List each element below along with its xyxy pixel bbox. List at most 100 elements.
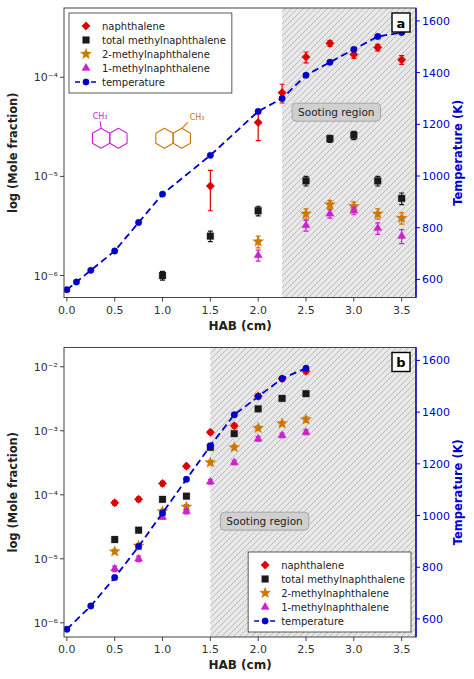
y2-tick <box>416 360 420 361</box>
temperature-point <box>64 287 70 293</box>
data-point <box>253 236 264 246</box>
y-tick-label: 10⁻⁶ <box>34 617 59 630</box>
data-point <box>134 495 143 504</box>
panel-label: b <box>392 353 410 372</box>
y2-tick-label: 1200 <box>422 118 450 131</box>
y-tick <box>60 366 64 367</box>
temperature-point <box>135 543 141 549</box>
legend-item: 1-methylnaphthalene <box>82 63 210 74</box>
panel-label: a <box>392 13 410 32</box>
sooting-region <box>210 348 416 638</box>
x-tick-label: 3.0 <box>345 304 363 317</box>
y2-tick <box>416 567 420 568</box>
y2-tick-label: 1400 <box>422 406 450 419</box>
x-tick-label: 0.0 <box>58 643 76 656</box>
right-axis-line <box>415 8 416 298</box>
methyl-bond <box>182 122 188 128</box>
data-point <box>182 462 191 471</box>
y2-tick <box>416 515 420 516</box>
annotation: CH₃ <box>190 113 205 122</box>
legend-label: 1-methylnaphthalene <box>102 63 210 74</box>
legend-frame <box>69 13 232 93</box>
data-point <box>300 208 311 218</box>
temperature-point <box>375 33 381 39</box>
panel: 0.00.51.01.52.02.53.03.510⁻⁶10⁻⁵10⁻⁴10⁻³… <box>6 348 465 673</box>
molecule: CH₃ <box>156 113 205 148</box>
data-point <box>350 206 358 213</box>
legend-marker <box>82 22 91 31</box>
error-bar <box>208 231 213 241</box>
sooting-region <box>282 8 416 298</box>
y-tick-label: 10⁻⁵ <box>34 553 58 566</box>
data-point <box>110 498 119 507</box>
series <box>111 427 311 571</box>
temperature-point <box>279 95 285 101</box>
temperature-point <box>207 152 213 158</box>
legend-marker <box>82 63 90 70</box>
error-bar <box>399 193 404 205</box>
y2-tick <box>416 72 420 73</box>
y2-tick <box>416 227 420 228</box>
data-point <box>255 207 262 214</box>
x-tick <box>258 637 259 641</box>
x-tick-label: 1.0 <box>154 643 172 656</box>
data-point <box>231 430 238 437</box>
x-tick-label: 2.0 <box>249 304 267 317</box>
data-point <box>397 231 405 238</box>
legend: naphthalenetotal methylnaphthalene2-meth… <box>248 552 411 632</box>
x-tick <box>210 298 211 302</box>
temperature-point <box>327 59 333 65</box>
data-point <box>374 223 382 230</box>
y2-tick <box>416 463 420 464</box>
temperature-point <box>135 219 141 225</box>
legend-item: naphthalene <box>261 560 344 571</box>
data-point <box>300 414 311 425</box>
ring <box>110 128 127 148</box>
data-point <box>255 405 262 412</box>
legend-label: 1-methylnaphthalene <box>281 602 389 613</box>
data-point <box>324 199 335 210</box>
data-point <box>302 221 310 228</box>
data-point <box>134 554 142 561</box>
x-axis-label: HAB (cm) <box>208 658 271 672</box>
temperature-point <box>231 412 237 418</box>
x-tick <box>353 298 354 302</box>
data-point <box>159 272 166 279</box>
data-point <box>230 421 239 430</box>
temperature-point <box>111 574 117 580</box>
data-point <box>159 496 166 503</box>
y2-tick <box>416 176 420 177</box>
y2-tick <box>416 20 420 21</box>
data-point <box>278 374 287 383</box>
data-point <box>397 56 406 65</box>
temperature-point <box>88 603 94 609</box>
y-tick <box>60 77 64 78</box>
data-point <box>183 493 190 500</box>
panel-label-text: b <box>396 355 405 370</box>
data-point <box>111 536 118 543</box>
data-point <box>302 427 310 434</box>
legend-item: total methylnaphthalene <box>262 574 405 585</box>
y-tick-label: 10⁻⁵ <box>34 170 58 183</box>
legend-item: temperature <box>254 616 344 627</box>
y-axis-label: log (Mole fraction) <box>6 93 20 213</box>
error-bar <box>351 131 356 139</box>
panel-label-box <box>392 13 410 32</box>
y2-tick <box>416 412 420 413</box>
sooting-hatch <box>210 348 416 638</box>
y-tick <box>60 622 64 623</box>
series <box>109 414 311 556</box>
data-point <box>303 390 310 397</box>
right-axis-line <box>415 348 416 638</box>
data-point <box>230 458 238 465</box>
x-tick <box>114 637 115 641</box>
sooting-label: Sooting region <box>220 512 308 530</box>
error-bar <box>304 176 309 186</box>
legend-frame <box>248 552 411 632</box>
y2-tick <box>416 279 420 280</box>
x-tick-label: 3.0 <box>345 643 363 656</box>
sooting-label: Sooting region <box>292 103 380 121</box>
y2-tick-label: 1000 <box>422 510 450 523</box>
legend-item: temperature <box>75 77 165 88</box>
series <box>110 367 310 507</box>
